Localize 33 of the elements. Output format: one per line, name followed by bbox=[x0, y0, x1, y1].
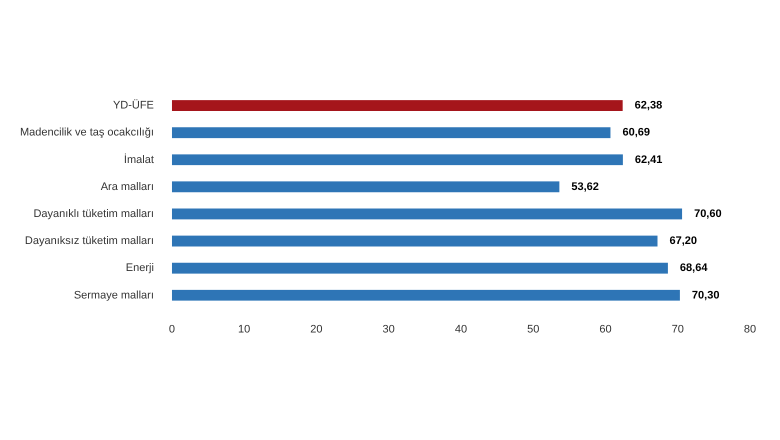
x-tick-label: 20 bbox=[310, 323, 323, 336]
y-tick-label: Dayanıklı tüketim malları bbox=[33, 208, 154, 220]
x-tick-label: 70 bbox=[672, 323, 684, 336]
y-tick-label: İmalat bbox=[124, 152, 154, 166]
data-label: 70,30 bbox=[692, 289, 720, 302]
data-label: 62,38 bbox=[634, 100, 662, 112]
x-tick-label: 30 bbox=[382, 323, 395, 336]
data-label: 62,41 bbox=[634, 154, 662, 166]
bar bbox=[172, 127, 610, 138]
bar bbox=[172, 262, 668, 274]
y-tick-label: Sermaye malları bbox=[74, 289, 154, 302]
x-tick-label: 50 bbox=[527, 323, 540, 336]
x-tick-label: 10 bbox=[238, 323, 250, 336]
x-tick-label: 40 bbox=[454, 323, 468, 336]
y-tick-label: Madencilik ve taş ocakcılığı bbox=[20, 126, 154, 139]
x-tick-label: 80 bbox=[744, 323, 756, 336]
y-tick-label: Dayanıksız tüketim malları bbox=[24, 235, 154, 248]
bar bbox=[172, 290, 680, 301]
y-tick-label: Enerji bbox=[126, 262, 154, 274]
bar bbox=[172, 236, 658, 246]
data-label: 60,69 bbox=[622, 126, 650, 139]
bar bbox=[172, 208, 682, 220]
bar bbox=[172, 100, 623, 111]
x-tick-label: 60 bbox=[599, 323, 612, 336]
data-label: 67,20 bbox=[670, 235, 698, 248]
data-label: 53,62 bbox=[571, 180, 599, 193]
y-tick-label: YD-ÜFE bbox=[112, 98, 154, 112]
data-label: 70,60 bbox=[694, 208, 722, 220]
bar bbox=[172, 154, 623, 166]
bar bbox=[172, 181, 560, 192]
data-label: 68,64 bbox=[680, 262, 708, 274]
x-tick-label: 0 bbox=[168, 323, 175, 336]
y-tick-label: Ara malları bbox=[100, 180, 154, 193]
